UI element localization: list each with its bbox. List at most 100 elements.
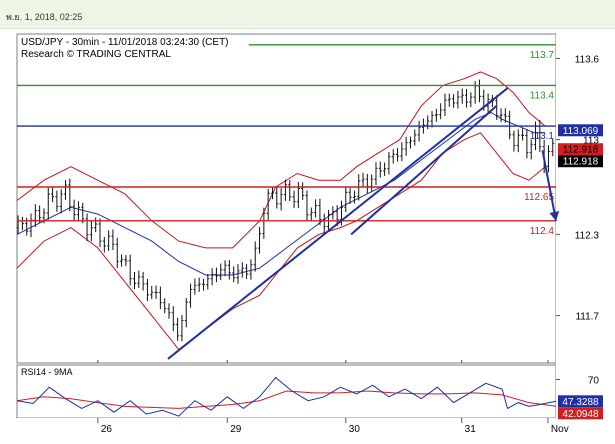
price-tick-label: 113 — [583, 136, 599, 147]
price-bar — [59, 189, 63, 214]
price-bar — [529, 139, 533, 160]
price-bar — [434, 108, 438, 122]
lower-band-line — [16, 132, 546, 351]
price-bar — [279, 188, 283, 211]
price-bar — [193, 278, 197, 295]
price-bar — [223, 260, 227, 277]
price-bar — [387, 152, 391, 175]
price-bar — [292, 190, 296, 209]
price-bar — [460, 88, 464, 104]
level-label: 112.4 — [530, 226, 555, 237]
price-bar — [374, 162, 378, 186]
time-tick-label: 30 — [349, 424, 361, 435]
price-bar — [176, 317, 180, 341]
price-bar — [546, 145, 550, 173]
price-bar — [452, 94, 456, 108]
forecast-arrow-head — [549, 211, 560, 221]
price-bar — [430, 111, 434, 128]
price-bar — [344, 186, 348, 213]
axes: 111.7 112.3 113 113.6 26 29 30 31 Nov 70 — [97, 54, 600, 435]
price-badge — [558, 143, 603, 156]
level-label: 113.4 — [530, 90, 555, 101]
price-bar — [128, 254, 132, 286]
price-bar — [296, 181, 300, 209]
price-bar — [262, 207, 266, 239]
price-bar — [400, 142, 404, 162]
price-bar — [305, 190, 309, 221]
price-bar — [81, 202, 85, 224]
price-bar — [275, 186, 279, 209]
price-bar — [253, 241, 257, 272]
price-bar — [551, 138, 555, 157]
price-bar — [89, 221, 93, 242]
price-bar — [408, 136, 412, 149]
rsi-label: RSI14 - 9MA — [21, 367, 73, 377]
price-bar — [115, 237, 119, 269]
price-bar — [331, 206, 335, 220]
trendline — [350, 105, 498, 236]
price-bar — [111, 229, 115, 250]
price-bar — [141, 272, 145, 291]
rsi-badge-label: 42.0948 — [562, 409, 599, 420]
price-bar — [107, 230, 111, 251]
price-bar — [158, 286, 162, 310]
rsi-badge — [558, 395, 603, 408]
price-tick-label: 112.3 — [575, 230, 600, 241]
price-bar — [499, 108, 503, 123]
level-label: 113.7 — [530, 50, 555, 61]
price-bar — [417, 120, 421, 142]
price-bar — [133, 271, 137, 290]
price-bar — [521, 128, 525, 141]
level-label: 112.65 — [524, 192, 554, 203]
price-bar — [201, 278, 205, 291]
price-bar — [184, 297, 188, 328]
price-bar — [206, 274, 210, 290]
timestamp: พ.ย. 1, 2018, 02:25 — [6, 12, 83, 22]
rsi-series — [16, 376, 557, 417]
price-bar — [426, 115, 430, 130]
price-tick-label: 111.7 — [575, 312, 599, 323]
price-bar — [240, 262, 244, 278]
price-bar — [94, 217, 98, 233]
price-bar — [210, 268, 214, 286]
rsi-badge-label: 47.3288 — [562, 397, 599, 408]
price-bar — [227, 260, 231, 280]
price-bar — [236, 264, 240, 284]
price-bar — [413, 129, 417, 146]
price-bar — [219, 263, 223, 281]
price-bar — [51, 187, 55, 203]
time-axis-area — [17, 418, 556, 444]
price-bar — [145, 278, 149, 302]
price-bar — [512, 130, 516, 152]
rsi-badge — [558, 407, 603, 420]
chart-title: USD/JPY - 30min - 11/01/2018 03:24:30 (C… — [21, 37, 229, 48]
price-bar — [249, 259, 253, 280]
price-bar — [335, 205, 339, 227]
price-bar — [38, 205, 42, 223]
price-bar — [508, 110, 512, 140]
level-label: 113.1 — [530, 131, 555, 142]
price-bar — [245, 263, 249, 280]
price-badge-label: 112.918 — [563, 145, 599, 156]
price-bar — [404, 136, 408, 156]
bollinger-bands — [16, 71, 546, 351]
price-bar — [439, 103, 443, 120]
price-bar — [102, 236, 106, 253]
forecast-arrow-shaft — [541, 150, 557, 222]
price-bar — [352, 190, 356, 204]
upper-band-line — [16, 71, 546, 249]
price-bar — [124, 255, 128, 267]
top-bar: พ.ย. 1, 2018, 02:25 — [0, 0, 615, 29]
price-bar — [163, 298, 167, 314]
price-bar — [266, 189, 270, 220]
price-bar — [309, 207, 313, 222]
price-bar — [85, 213, 89, 242]
price-bar — [348, 188, 352, 204]
price-badge — [558, 124, 603, 137]
price-badge-label: 113.069 — [563, 126, 599, 137]
price-bar — [189, 283, 193, 308]
main-panel — [16, 33, 557, 364]
price-bar — [391, 149, 395, 164]
price-tick-label: 113.6 — [575, 54, 600, 65]
